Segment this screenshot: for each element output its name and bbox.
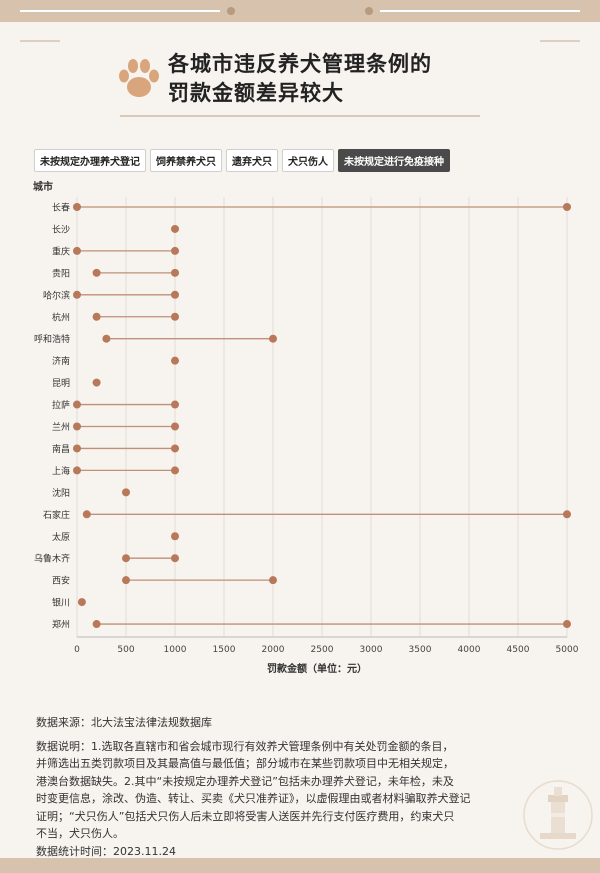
tab-registration[interactable]: 未按规定办理养犬登记 [34, 149, 146, 172]
city-label: 乌鲁木齐 [34, 553, 70, 565]
city-label: 石家庄 [43, 509, 70, 521]
min-point [73, 203, 81, 211]
max-point [269, 576, 277, 585]
max-point [171, 466, 179, 475]
city-label: 郑州 [52, 619, 70, 631]
dumbbell-chart: 城市 0 500 1000 1500 2000 2500 3000 3500 4000 4500 50… [33, 180, 579, 675]
tab-vaccination[interactable]: 未按规定进行免疫接种 [338, 149, 450, 172]
max-point [171, 422, 179, 431]
bottom-decoration-bar [0, 858, 600, 873]
city-label: 太原 [52, 531, 70, 543]
data-note-line: 港澳台数据缺失。2.其中“未按规定办理养犬登记”包括未办理养犬登记，未年检，未及 [36, 774, 454, 788]
city-label: 西安 [52, 575, 70, 587]
x-tick-label: 5000 [556, 645, 579, 655]
city-label: 长沙 [52, 223, 70, 235]
max-point [269, 334, 277, 343]
min-point [82, 510, 91, 519]
max-point [563, 620, 571, 629]
category-tabs: 未按规定办理养犬登记 饲养禁养犬只 遗弃犬只 犬只伤人 未按规定进行免疫接种 [34, 149, 450, 172]
x-tick-label: 2000 [262, 645, 285, 655]
min-point [73, 290, 81, 299]
min-point [171, 532, 179, 541]
min-point [73, 400, 81, 409]
city-label: 杭州 [52, 311, 70, 323]
data-source: 数据来源：北大法宝法律法规数据库 [36, 716, 212, 729]
min-point [102, 334, 111, 343]
max-point [171, 290, 179, 299]
city-label: 银川 [52, 597, 70, 609]
city-label: 兰州 [52, 421, 70, 433]
max-point [171, 246, 179, 255]
min-point [92, 268, 101, 277]
data-note-line: 证明；“犬只伤人”包括犬只伤人后未立即将受害人送医并先行支付医疗费用，约束犬只 [36, 809, 455, 823]
min-point [171, 356, 179, 365]
x-tick-label: 3500 [409, 645, 432, 655]
x-tick-label: 1500 [213, 645, 236, 655]
y-axis-title: 城市 [33, 180, 53, 193]
x-axis-title: 罚款金额（单位：元） [267, 662, 367, 675]
city-label: 贵阳 [52, 267, 70, 279]
data-note-line: 并筛选出五类罚款项目及其最高值与最低值；部分城市在某些罚款项目中无相关规定， [36, 757, 454, 770]
top-line-right [380, 10, 580, 12]
min-point [77, 598, 86, 607]
min-point [92, 620, 101, 629]
top-dot-right [365, 7, 373, 15]
city-label: 重庆 [52, 245, 70, 257]
min-point [92, 378, 101, 387]
city-label: 昆明 [52, 378, 70, 389]
page-title: 各城市违反养犬管理条例的 罚款金额差异较大 [168, 50, 432, 108]
top-decoration-bar [0, 0, 600, 22]
min-point [73, 466, 81, 475]
tab-dog-bite[interactable]: 犬只伤人 [282, 149, 334, 172]
min-point [73, 444, 81, 453]
city-label: 长春 [52, 202, 70, 214]
data-note-line: 时变更信息，涂改、伪造、转让、买卖《犬只准养证》，以虚假理由或者材料骗取养犬登记 [36, 792, 471, 805]
x-tick-label: 500 [117, 645, 134, 655]
tab-abandon[interactable]: 遗弃犬只 [226, 149, 278, 172]
min-point [122, 576, 130, 585]
title-underline [120, 115, 480, 117]
max-point [171, 268, 179, 277]
min-point [92, 312, 101, 321]
x-tick-label: 2500 [311, 645, 334, 655]
city-label: 呼和浩特 [34, 333, 70, 345]
min-point [122, 488, 130, 497]
min-point [73, 246, 81, 255]
city-label: 沈阳 [52, 487, 70, 499]
stat-time: 数据统计时间：2023.11.24 [36, 844, 176, 858]
frame-line [20, 40, 60, 42]
paw-icon [119, 59, 159, 97]
city-label: 南昌 [52, 443, 70, 455]
min-point [171, 224, 179, 233]
max-point [563, 203, 571, 211]
top-line-left [20, 10, 220, 12]
title-line-2: 罚款金额差异较大 [168, 81, 344, 105]
city-label: 拉萨 [52, 399, 70, 411]
max-point [171, 554, 179, 563]
city-label: 哈尔滨 [43, 289, 70, 301]
data-note-line: 数据说明：1.选取各直辖市和省会城市现行有效养犬管理条例中有关处罚金额的条目， [36, 739, 454, 753]
x-tick-label: 4000 [458, 645, 481, 655]
source-notes: 数据来源：北大法宝法律法规数据库 数据说明：1.选取各直辖市和省会城市现行有效养… [36, 714, 536, 860]
max-point [171, 444, 179, 453]
title-line-1: 各城市违反养犬管理条例的 [168, 52, 432, 76]
min-point [122, 554, 130, 563]
tab-banned-dogs[interactable]: 饲养禁养犬只 [150, 149, 222, 172]
top-dot-left [227, 7, 235, 15]
max-point [563, 510, 571, 519]
city-label: 济南 [52, 355, 70, 367]
max-point [171, 312, 179, 321]
frame-line [540, 40, 580, 42]
x-tick-label: 0 [74, 645, 80, 655]
x-tick-label: 3000 [360, 645, 383, 655]
min-point [73, 422, 81, 431]
x-tick-label: 1000 [164, 645, 187, 655]
city-label: 上海 [52, 465, 70, 477]
data-note-line: 不当，犬只伤人。 [36, 827, 124, 840]
max-point [171, 400, 179, 409]
x-tick-label: 4500 [507, 645, 530, 655]
studio-logo [523, 780, 593, 850]
